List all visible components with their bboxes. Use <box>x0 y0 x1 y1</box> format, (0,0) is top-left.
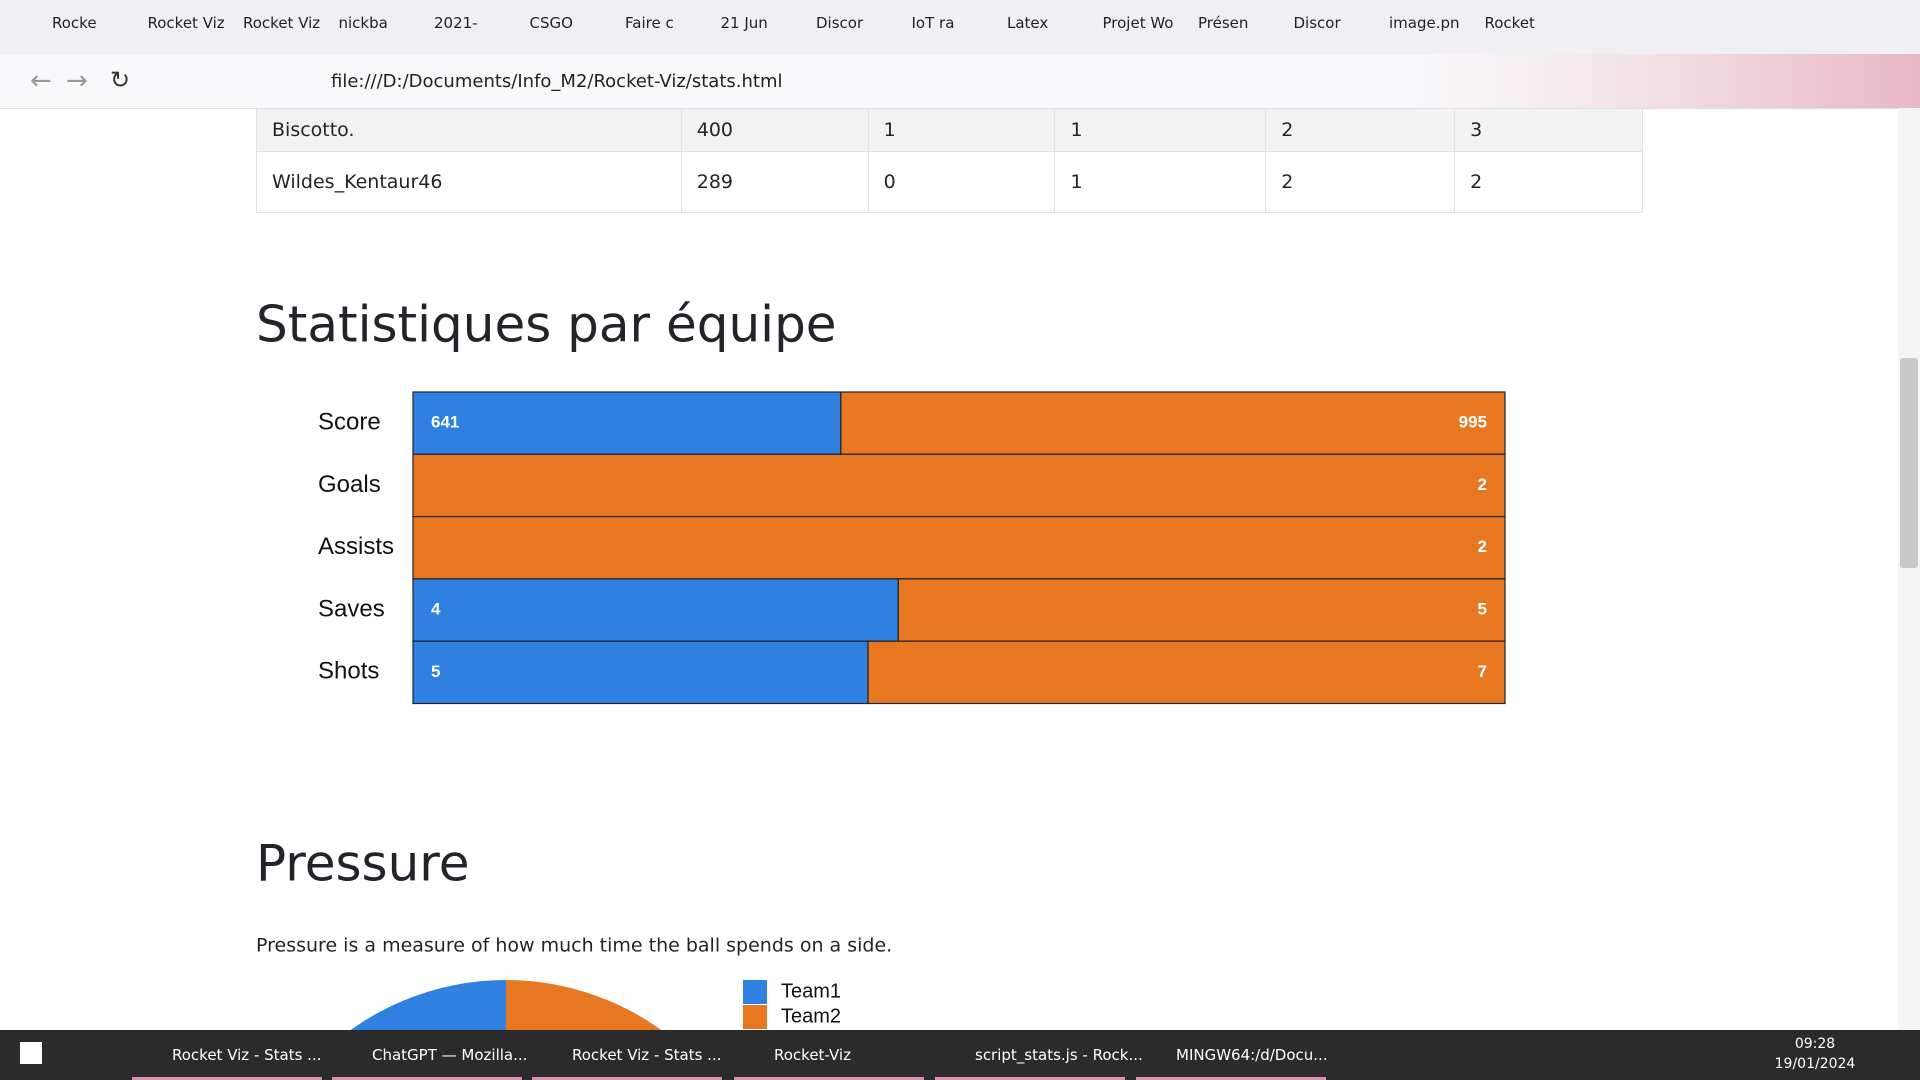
bar-label: 641 <box>431 413 459 432</box>
clock: 09:28 <box>1794 1036 1836 1052</box>
taskbar-indicator <box>332 1077 522 1080</box>
legend-label: Team1 <box>781 980 841 1002</box>
bar <box>412 640 869 705</box>
table-cell: Biscotto. <box>256 108 682 152</box>
table-cell: 400 <box>680 108 869 152</box>
bar-label: 5 <box>1478 600 1487 619</box>
taskbar-item[interactable]: MINGW64:/d/Docu... <box>1176 1046 1328 1064</box>
reload[interactable]: ↻ <box>110 66 131 94</box>
tab[interactable]: nickba <box>338 14 388 32</box>
bar-label: 5 <box>431 662 440 681</box>
bar-label: 2 <box>1478 475 1487 494</box>
forward[interactable]: → <box>66 66 88 96</box>
taskbar-indicator <box>132 1077 322 1080</box>
table-cell: 1 <box>867 108 1056 152</box>
tab[interactable]: Rocket Viz <box>243 14 321 32</box>
pie-slice <box>350 980 506 1030</box>
tab-bar: Rocke Rocket Viz Rocket Viz nickba 2021- CSGO… <box>0 0 1920 54</box>
taskbar-item[interactable]: Rocket-Viz <box>774 1046 851 1064</box>
back[interactable]: ← <box>30 66 52 96</box>
y-tick-label: Score <box>318 408 381 435</box>
tab[interactable]: Faire c <box>625 14 674 32</box>
tab[interactable]: Latex <box>1007 14 1049 32</box>
taskbar-item[interactable]: Rocket Viz - Stats ... <box>172 1046 322 1064</box>
y-tick-label: Assists <box>318 533 394 560</box>
tab[interactable]: Discor <box>816 14 864 32</box>
bar-label: 7 <box>1478 662 1487 681</box>
date: 19/01/2024 <box>1774 1056 1856 1072</box>
legend: Team1 Team2 <box>743 980 841 1029</box>
section-title: Pressure <box>256 835 470 893</box>
bar-label: 995 <box>1459 413 1487 432</box>
address-bar: ← → ↻ file:///D:/Documents/Info_M2/Rocke… <box>0 54 1920 109</box>
theme-art <box>1400 54 1920 108</box>
y-tick-label: Shots <box>318 658 379 685</box>
bar-chart: Score 641 995 Goals 2 Assists 2 Saves 4 5 Shots 5 7 <box>318 391 1506 705</box>
tab[interactable]: Rocket <box>1484 14 1535 32</box>
taskbar-item[interactable]: script_stats.js - Rock... <box>975 1046 1143 1064</box>
bar <box>412 391 842 455</box>
tab[interactable]: IoT ra <box>911 14 955 32</box>
bar <box>412 453 1506 518</box>
tab[interactable]: 21 Jun <box>720 14 768 32</box>
table-row: Wildes_Kentaur46 289 0 1 2 2 <box>256 151 1643 213</box>
table-cell: 3 <box>1454 108 1643 152</box>
taskbar-indicator <box>734 1077 924 1080</box>
legend-swatch <box>743 980 767 1004</box>
scroll-thumb[interactable] <box>1900 358 1918 568</box>
tab[interactable]: image.pn <box>1389 14 1460 32</box>
table-cell: 0 <box>867 151 1056 213</box>
scrollbar[interactable] <box>1898 108 1920 1030</box>
bar-label: 2 <box>1478 537 1487 556</box>
paragraph: Pressure is a measure of how much time t… <box>256 935 892 957</box>
bar <box>867 640 1506 705</box>
start[interactable] <box>20 1042 42 1064</box>
section-title: Statistiques par équipe <box>256 296 837 354</box>
taskbar: 09:28 19/01/2024 Rocket Viz - Stats ... C… <box>0 1030 1920 1080</box>
bar <box>412 578 899 642</box>
legend-swatch <box>743 1005 767 1029</box>
y-tick-label: Goals <box>318 471 381 498</box>
tab[interactable]: 2021- <box>434 14 478 32</box>
table-row: Biscotto. 400 1 1 2 3 <box>256 108 1643 152</box>
tab[interactable]: Projet Wo <box>1102 14 1174 32</box>
taskbar-indicator <box>935 1077 1125 1080</box>
page-svg: Statistiques par équipe Score 641 995 Goals… <box>256 296 1506 1030</box>
taskbar-indicator <box>532 1077 722 1080</box>
player-table: Biscotto. 400 1 1 2 3 Wildes_Kentaur46 289 0 1 2 2 <box>256 108 1643 213</box>
tab[interactable]: Discor <box>1293 14 1341 32</box>
table-cell: 2 <box>1265 151 1456 213</box>
bar <box>840 391 1506 455</box>
table-cell: 289 <box>680 151 869 213</box>
taskbar-item[interactable]: Rocket Viz - Stats ... <box>572 1046 722 1064</box>
table-cell: Wildes_Kentaur46 <box>256 151 682 213</box>
table-cell: 1 <box>1054 151 1267 213</box>
taskbar-item[interactable]: ChatGPT — Mozilla... <box>372 1046 528 1064</box>
bar-label: 4 <box>431 600 441 619</box>
tab[interactable]: Rocke <box>52 14 97 32</box>
taskbar-indicator <box>1136 1077 1326 1080</box>
legend-label: Team2 <box>781 1005 841 1027</box>
table-cell: 2 <box>1454 151 1643 213</box>
pie-chart <box>350 980 662 1030</box>
table-cell: 2 <box>1265 108 1456 152</box>
y-tick-label: Saves <box>318 595 385 622</box>
bar <box>412 516 1506 580</box>
url[interactable]: file:///D:/Documents/Info_M2/Rocket-Viz/… <box>331 71 783 92</box>
pie-slice <box>506 980 662 1030</box>
bar <box>897 578 1506 642</box>
tab[interactable]: Présen <box>1198 14 1249 32</box>
tab[interactable]: CSGO <box>529 14 573 32</box>
tab[interactable]: Rocket Viz <box>147 14 225 32</box>
